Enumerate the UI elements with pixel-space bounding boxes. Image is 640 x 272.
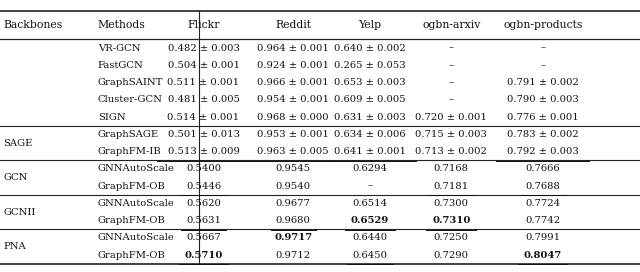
Text: VR-GCN: VR-GCN — [98, 44, 140, 52]
Text: 0.5446: 0.5446 — [186, 182, 221, 191]
Text: Yelp: Yelp — [358, 20, 381, 30]
Text: 0.7300: 0.7300 — [434, 199, 468, 208]
Text: 0.783 ± 0.002: 0.783 ± 0.002 — [507, 130, 579, 139]
Text: ogbn-products: ogbn-products — [503, 20, 582, 30]
Text: 0.713 ± 0.002: 0.713 ± 0.002 — [415, 147, 487, 156]
Text: 0.640 ± 0.002: 0.640 ± 0.002 — [334, 44, 406, 52]
Text: 0.720 ± 0.001: 0.720 ± 0.001 — [415, 113, 487, 122]
Text: 0.6294: 0.6294 — [353, 164, 387, 174]
Text: 0.792 ± 0.003: 0.792 ± 0.003 — [507, 147, 579, 156]
Text: GraphSAINT: GraphSAINT — [98, 78, 163, 87]
Text: Backbones: Backbones — [3, 20, 63, 30]
Text: –: – — [449, 78, 454, 87]
Text: 0.954 ± 0.001: 0.954 ± 0.001 — [257, 95, 329, 104]
Text: 0.5667: 0.5667 — [186, 233, 221, 242]
Text: –: – — [367, 182, 372, 191]
Text: 0.5710: 0.5710 — [184, 251, 223, 260]
Text: 0.482 ± 0.003: 0.482 ± 0.003 — [168, 44, 239, 52]
Text: 0.6450: 0.6450 — [353, 251, 387, 260]
Text: FastGCN: FastGCN — [98, 61, 143, 70]
Text: ogbn-arxiv: ogbn-arxiv — [422, 20, 481, 30]
Text: –: – — [449, 95, 454, 104]
Text: 0.963 ± 0.005: 0.963 ± 0.005 — [257, 147, 329, 156]
Text: SIGN: SIGN — [98, 113, 125, 122]
Text: 0.641 ± 0.001: 0.641 ± 0.001 — [334, 147, 406, 156]
Text: –: – — [540, 61, 545, 70]
Text: GraphFM-OB: GraphFM-OB — [98, 216, 166, 225]
Text: GNNAutoScale: GNNAutoScale — [98, 199, 175, 208]
Text: 0.9545: 0.9545 — [276, 164, 310, 174]
Text: GCNII: GCNII — [3, 208, 36, 217]
Text: 0.7290: 0.7290 — [434, 251, 468, 260]
Text: 0.7742: 0.7742 — [525, 216, 560, 225]
Text: Reddit: Reddit — [275, 20, 311, 30]
Text: PNA: PNA — [3, 242, 26, 251]
Text: –: – — [540, 44, 545, 52]
Text: 0.631 ± 0.003: 0.631 ± 0.003 — [334, 113, 406, 122]
Text: 0.776 ± 0.001: 0.776 ± 0.001 — [507, 113, 579, 122]
Text: 0.924 ± 0.001: 0.924 ± 0.001 — [257, 61, 329, 70]
Text: 0.504 ± 0.001: 0.504 ± 0.001 — [168, 61, 239, 70]
Text: GNNAutoScale: GNNAutoScale — [98, 164, 175, 174]
Text: 0.7688: 0.7688 — [525, 182, 560, 191]
Text: 0.9712: 0.9712 — [276, 251, 310, 260]
Text: 0.5400: 0.5400 — [186, 164, 221, 174]
Text: 0.265 ± 0.053: 0.265 ± 0.053 — [334, 61, 406, 70]
Text: 0.5631: 0.5631 — [186, 216, 221, 225]
Text: 0.9540: 0.9540 — [276, 182, 310, 191]
Text: GCN: GCN — [3, 173, 28, 182]
Text: Methods: Methods — [98, 20, 146, 30]
Text: 0.513 ± 0.009: 0.513 ± 0.009 — [168, 147, 239, 156]
Text: Cluster-GCN: Cluster-GCN — [98, 95, 163, 104]
Text: GraphSAGE: GraphSAGE — [98, 130, 159, 139]
Text: 0.634 ± 0.006: 0.634 ± 0.006 — [334, 130, 406, 139]
Text: 0.953 ± 0.001: 0.953 ± 0.001 — [257, 130, 329, 139]
Text: 0.7991: 0.7991 — [525, 233, 560, 242]
Text: 0.964 ± 0.001: 0.964 ± 0.001 — [257, 44, 329, 52]
Text: 0.511 ± 0.001: 0.511 ± 0.001 — [168, 78, 239, 87]
Text: 0.609 ± 0.005: 0.609 ± 0.005 — [334, 95, 406, 104]
Text: 0.481 ± 0.005: 0.481 ± 0.005 — [168, 95, 239, 104]
Text: 0.7250: 0.7250 — [434, 233, 468, 242]
Text: 0.966 ± 0.001: 0.966 ± 0.001 — [257, 78, 329, 87]
Text: Flickr: Flickr — [188, 20, 220, 30]
Text: –: – — [449, 44, 454, 52]
Text: 0.790 ± 0.003: 0.790 ± 0.003 — [507, 95, 579, 104]
Text: GraphFM-OB: GraphFM-OB — [98, 251, 166, 260]
Text: 0.968 ± 0.000: 0.968 ± 0.000 — [257, 113, 329, 122]
Text: 0.5620: 0.5620 — [186, 199, 221, 208]
Text: 0.9717: 0.9717 — [274, 233, 312, 242]
Text: 0.715 ± 0.003: 0.715 ± 0.003 — [415, 130, 487, 139]
Text: SAGE: SAGE — [3, 138, 33, 147]
Text: 0.6514: 0.6514 — [353, 199, 387, 208]
Text: 0.9677: 0.9677 — [276, 199, 310, 208]
Text: 0.7181: 0.7181 — [433, 182, 469, 191]
Text: 0.6529: 0.6529 — [351, 216, 389, 225]
Text: 0.501 ± 0.013: 0.501 ± 0.013 — [168, 130, 239, 139]
Text: 0.8047: 0.8047 — [524, 251, 562, 260]
Text: GNNAutoScale: GNNAutoScale — [98, 233, 175, 242]
Text: –: – — [449, 61, 454, 70]
Text: 0.514 ± 0.001: 0.514 ± 0.001 — [168, 113, 239, 122]
Text: GraphFM-IB: GraphFM-IB — [98, 147, 162, 156]
Text: 0.653 ± 0.003: 0.653 ± 0.003 — [334, 78, 406, 87]
Text: 0.6440: 0.6440 — [353, 233, 387, 242]
Text: 0.9680: 0.9680 — [276, 216, 310, 225]
Text: 0.7666: 0.7666 — [525, 164, 560, 174]
Text: 0.791 ± 0.002: 0.791 ± 0.002 — [507, 78, 579, 87]
Text: 0.7724: 0.7724 — [525, 199, 560, 208]
Text: 0.7168: 0.7168 — [434, 164, 468, 174]
Text: GraphFM-OB: GraphFM-OB — [98, 182, 166, 191]
Text: 0.7310: 0.7310 — [432, 216, 470, 225]
